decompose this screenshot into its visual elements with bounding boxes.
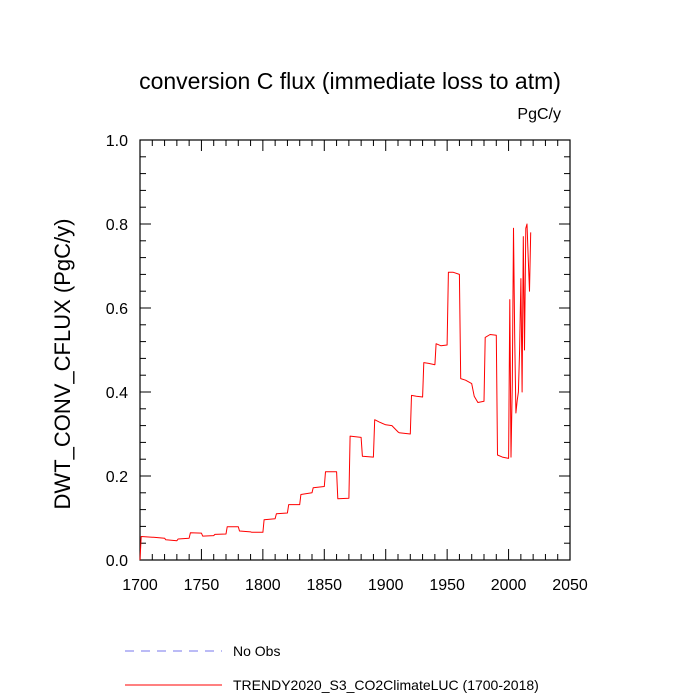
y-tick-label: 0.4	[106, 385, 128, 402]
series-line-trendy	[139, 223, 532, 561]
x-tick-label: 1950	[429, 577, 465, 594]
x-tick-label: 1750	[184, 577, 220, 594]
x-tick-label: 1700	[122, 577, 158, 594]
y-tick-label: 0.8	[106, 217, 128, 234]
x-tick-label: 2050	[552, 577, 588, 594]
units-label: PgC/y	[517, 106, 561, 123]
plot-frame	[139, 139, 571, 561]
chart-title: conversion C flux (immediate loss to atm…	[139, 68, 561, 94]
x-tick-label: 1800	[245, 577, 281, 594]
x-tick-label: 2000	[491, 577, 527, 594]
legend-label-trendy: TRENDY2020_S3_CO2ClimateLUC (1700-2018)	[233, 677, 539, 693]
y-tick-label: 1.0	[106, 133, 128, 150]
legend-label-no-obs: No Obs	[233, 643, 281, 659]
y-tick-label: 0.6	[106, 301, 128, 318]
y-tick-label: 0.0	[106, 553, 128, 570]
y-tick-label: 0.2	[106, 469, 128, 486]
x-tick-label: 1850	[306, 577, 342, 594]
x-tick-label: 1900	[368, 577, 404, 594]
